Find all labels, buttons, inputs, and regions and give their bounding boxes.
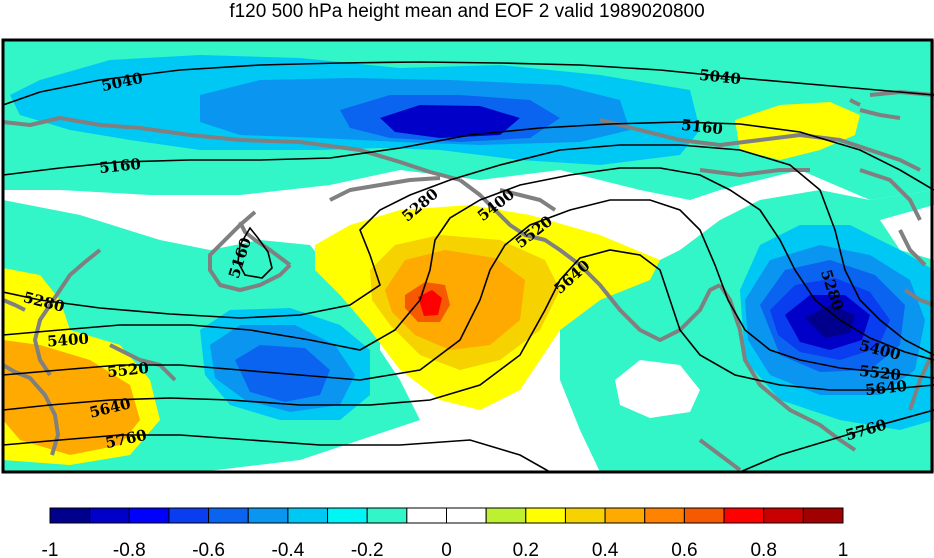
contour-label: 5160 xyxy=(98,155,141,177)
colorbar-tick-label: 0.6 xyxy=(671,540,697,558)
contour-5400 xyxy=(3,167,934,361)
colorbar-tick-label: -0.4 xyxy=(272,540,305,558)
white-hole-east xyxy=(615,360,700,418)
colorbar-swatch xyxy=(644,507,685,524)
contour-label: 5400 xyxy=(47,330,90,351)
colorbar-tick-label: 0.8 xyxy=(750,540,776,558)
contour-5040 xyxy=(3,61,934,106)
colorbar-swatch xyxy=(564,507,606,524)
map-title: f120 500 hPa height mean and EOF 2 valid… xyxy=(229,1,705,22)
colorbar-swatch xyxy=(406,507,448,524)
contour-label: 5640 xyxy=(864,377,907,399)
contour-5160 xyxy=(3,121,934,191)
colorbar-tick-label: 0.4 xyxy=(592,540,619,558)
colorbar-tick-label: -0.2 xyxy=(351,540,384,558)
contour-label: 5520 xyxy=(858,362,901,384)
colorbar-swatch xyxy=(327,507,368,524)
colorbar-tick-label: 0 xyxy=(441,540,452,558)
colorbar-swatch xyxy=(485,507,527,524)
map-panel: 5040 5040 5160 5160 5160 5280 5280 5280 xyxy=(3,40,934,472)
contour-5280 xyxy=(3,144,934,356)
orange2-central xyxy=(385,250,525,350)
colorbar-swatch xyxy=(287,507,329,524)
colorbar-tick-label: -1 xyxy=(42,540,59,558)
navy-east xyxy=(805,305,855,338)
colorbar-swatch xyxy=(802,507,844,524)
colorbar-swatch xyxy=(89,507,130,524)
contour-label: 5160 xyxy=(680,116,723,138)
contour-5640 xyxy=(3,249,934,411)
contour-5760b xyxy=(739,409,934,472)
coastlines xyxy=(3,90,934,472)
height-contours xyxy=(3,61,934,472)
colorbar-swatch xyxy=(128,507,170,524)
red-central xyxy=(418,290,442,316)
colorbar-swatch xyxy=(366,507,408,524)
colorbar-swatch xyxy=(168,507,210,524)
map-frame xyxy=(1,38,934,474)
colorbar-swatch xyxy=(723,507,765,524)
colorbar-tick-label: 1 xyxy=(838,540,849,558)
colorbar-swatch xyxy=(525,507,566,524)
contour-5760 xyxy=(3,434,551,472)
colorbar-swatch xyxy=(446,507,487,524)
colorbar-swatch xyxy=(763,507,804,524)
colorbar-tick-label: -0.6 xyxy=(192,540,225,558)
colorbar-swatch xyxy=(604,507,646,524)
orange-west xyxy=(3,340,140,455)
darkblue-north xyxy=(380,105,520,138)
colorbar: -1 -0.8 -0.6 -0.4 -0.2 0 0.2 0.4 0.6 0.8 1 xyxy=(42,507,849,558)
colorbar-swatch xyxy=(49,507,91,524)
colorbar-swatch xyxy=(683,507,725,524)
colorbar-swatch xyxy=(208,507,249,524)
colorbar-tick-label: -0.8 xyxy=(113,540,146,558)
contour-label: 5040 xyxy=(698,66,741,88)
contour-label: 5520 xyxy=(106,359,149,381)
contour-5520 xyxy=(3,199,934,381)
colorbar-tick-label: 0.2 xyxy=(513,540,539,558)
colorbar-swatch xyxy=(247,507,289,524)
contour-5160-small xyxy=(237,226,273,279)
